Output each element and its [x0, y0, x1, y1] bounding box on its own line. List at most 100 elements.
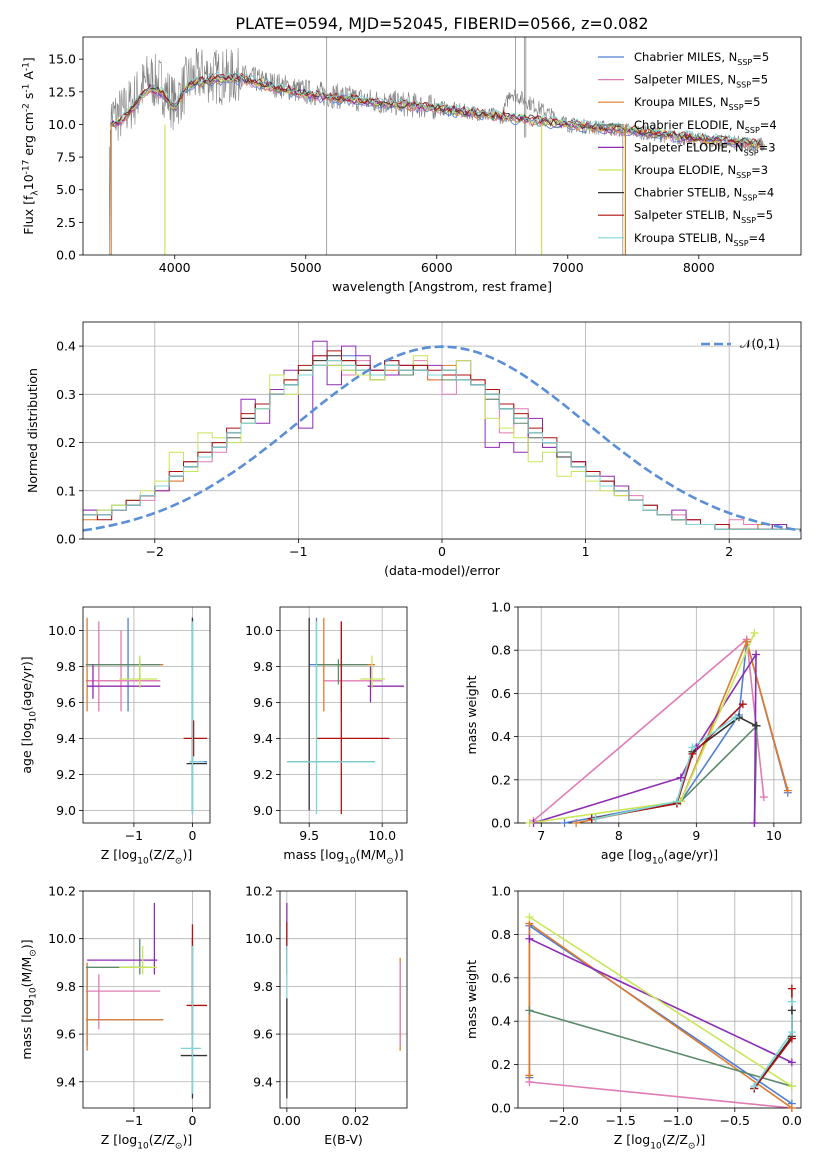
x-tick-label: −0.5	[720, 1113, 750, 1128]
spectrum-marks	[108, 37, 765, 255]
weight-marker	[525, 934, 534, 943]
x-tick-label: 0	[188, 1113, 196, 1128]
mass-vs-ebv-panel: 0.00 0.02 9.4 9.6 9.8 10.0 10.2 E(B-V)	[245, 884, 408, 1147]
weight-marker	[572, 819, 581, 827]
legend-item: Salpeter STELIB, NSSP​=5	[598, 208, 773, 225]
x-tick-label: 0.02	[342, 1113, 370, 1128]
weight-line	[595, 716, 736, 820]
x-tick-label: 0.00	[273, 1113, 301, 1128]
x-axis-label: Z [log10​(Z/Z⊙​)]	[101, 847, 192, 866]
legend-label: Kroupa MILES, NSSP​=5	[634, 95, 760, 112]
x-tick-label: 7	[537, 828, 545, 843]
y-tick-label: 0.2	[491, 772, 511, 787]
y-tick-label: 9.6	[56, 695, 76, 710]
gaussian-legend-label: 𝒩(0,1)	[740, 337, 780, 351]
weight-marker	[560, 819, 569, 827]
legend-label: Chabrier ELODIE, NSSP​=4	[634, 118, 777, 135]
legend-label: Chabrier MILES, NSSP​=5	[634, 50, 769, 67]
errorbar-point	[87, 630, 161, 712]
weight-marker	[676, 773, 685, 782]
axes-frame	[82, 606, 211, 824]
x-axis-label: mass [log10​(M/M⊙​)]	[283, 847, 403, 866]
x-axis-label: age [log10​(age/yr)]	[601, 847, 718, 866]
weight-marker	[752, 650, 761, 659]
y-axis-label: mass [log10​(M/M⊙​)]	[19, 939, 38, 1059]
x-tick-label: 10.0	[368, 828, 396, 843]
errorbar-point	[87, 902, 158, 975]
legend-label: Chabrier STELIB, NSSP​=4	[634, 186, 774, 203]
weight-marker	[742, 637, 751, 646]
massweight-vs-z-panel: −2.0 −1.5 −1.0 −0.5 0.0 0.0 0.2 0.4 0.6 0.8 1.0 Z […	[464, 884, 802, 1152]
legend-item: Chabrier MILES, NSSP​=5	[598, 50, 769, 67]
model-spectrum	[110, 75, 761, 147]
axes-frame	[82, 890, 211, 1109]
y-tick-label: 1.0	[491, 600, 511, 615]
errorbar-point	[186, 924, 208, 1035]
weight-marker	[750, 628, 759, 637]
errorbar-point	[189, 621, 205, 814]
errorbar-point	[85, 659, 161, 681]
y-tick-label: 0.8	[491, 927, 511, 942]
x-tick-label: −2	[146, 544, 164, 559]
weight-marker	[787, 1104, 796, 1112]
y-tick-label: 9.4	[253, 1074, 273, 1089]
y-tick-label: 1.0	[491, 884, 511, 899]
y-tick-label: 0.4	[56, 339, 76, 354]
x-tick-label: 9.5	[299, 828, 319, 843]
weight-marker	[731, 713, 740, 722]
errorbar-point	[85, 974, 161, 1030]
residuals-marks	[83, 340, 801, 532]
y-tick-label: 9.4	[56, 1074, 76, 1089]
age-vs-z-marks	[85, 617, 208, 814]
x-tick-label: 0.0	[782, 1113, 802, 1128]
x-axis-label: Z [log10​(Z/Z⊙​)]	[614, 1132, 705, 1151]
y-tick-label: 10.0	[48, 931, 76, 946]
weight-marker	[787, 1082, 796, 1091]
x-axis-label: (data-model)/error	[384, 563, 501, 578]
x-tick-label: 7000	[552, 260, 584, 275]
errorbar-point	[119, 655, 158, 688]
weight-marker	[759, 793, 768, 802]
histogram-series	[83, 360, 801, 530]
legend-label: Kroupa ELODIE, NSSP​=3	[634, 163, 768, 180]
y-tick-label: 9.8	[56, 659, 76, 674]
weight-line	[528, 916, 793, 1087]
errorbar-point	[85, 938, 149, 975]
x-tick-label: −2.0	[548, 1113, 578, 1128]
errorbar-point	[360, 655, 386, 688]
y-axis-label: Normed distribution	[25, 368, 40, 493]
y-tick-label: 5.0	[56, 182, 76, 197]
mass-vs-ebv-marks	[286, 902, 401, 1099]
x-axis-label: wavelength [Angstrom, rest frame]	[332, 279, 552, 294]
errorbar-point	[287, 617, 375, 811]
y-axis-label: Flux [fλ​10-17​ erg cm-2​ s-1​ A-1​]	[21, 57, 40, 235]
y-axis-label: mass weight	[464, 960, 479, 1039]
residuals-panel: −2 −1 0 1 2 0.0 0.1 0.2 0.3 0.4 (data-model)/error…	[25, 321, 802, 578]
y-tick-label: 0.0	[491, 816, 511, 831]
weight-marker	[591, 814, 600, 823]
errorbar-point	[119, 945, 158, 975]
y-tick-label: 0.2	[491, 1057, 511, 1072]
axes-frame	[279, 890, 408, 1109]
x-tick-label: −1	[289, 544, 307, 559]
x-tick-label: 0	[438, 544, 446, 559]
errorbar-point	[186, 617, 208, 811]
y-tick-label: 7.5	[56, 150, 76, 165]
x-tick-label: 1	[582, 544, 590, 559]
axes-frame	[517, 606, 802, 824]
y-tick-label: 10.0	[48, 117, 76, 132]
age-vs-z-panel: −1 0 9.0 9.2 9.4 9.6 9.8 10.0 Z [log10​(Z/Z⊙​)] a…	[19, 606, 211, 866]
errorbar-point	[316, 659, 368, 685]
axes-frame	[517, 890, 802, 1109]
weight-line	[528, 921, 793, 1108]
x-tick-label: −1.0	[663, 1113, 693, 1128]
y-tick-label: 9.6	[253, 1027, 273, 1042]
y-tick-label: 0.4	[491, 1014, 511, 1029]
y-tick-label: 9.6	[56, 1027, 76, 1042]
weight-marker	[787, 984, 796, 993]
errorbar-point	[85, 962, 164, 1051]
y-tick-label: 9.0	[253, 803, 273, 818]
x-axis-label: E(B-V)	[324, 1132, 363, 1147]
x-tick-label: 2	[725, 544, 733, 559]
